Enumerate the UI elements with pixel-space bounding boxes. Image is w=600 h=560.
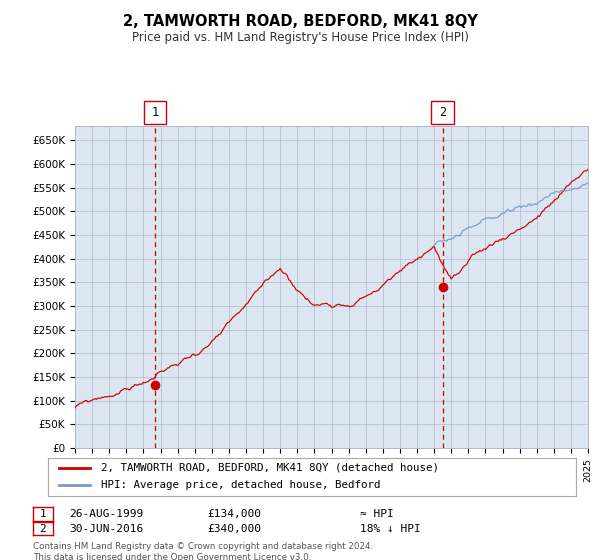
Text: 2, TAMWORTH ROAD, BEDFORD, MK41 8QY: 2, TAMWORTH ROAD, BEDFORD, MK41 8QY [122,14,478,29]
Text: HPI: Average price, detached house, Bedford: HPI: Average price, detached house, Bedf… [101,480,380,491]
Text: Contains HM Land Registry data © Crown copyright and database right 2024.
This d: Contains HM Land Registry data © Crown c… [33,542,373,560]
Text: 2: 2 [40,524,46,534]
Text: 1: 1 [40,509,46,519]
Text: 1: 1 [151,106,158,119]
FancyBboxPatch shape [143,101,166,124]
Text: £134,000: £134,000 [207,509,261,519]
Text: 30-JUN-2016: 30-JUN-2016 [69,524,143,534]
Text: ≈ HPI: ≈ HPI [360,509,394,519]
Text: 2: 2 [439,106,446,119]
Text: £340,000: £340,000 [207,524,261,534]
Text: Price paid vs. HM Land Registry's House Price Index (HPI): Price paid vs. HM Land Registry's House … [131,31,469,44]
Text: 26-AUG-1999: 26-AUG-1999 [69,509,143,519]
Text: 18% ↓ HPI: 18% ↓ HPI [360,524,421,534]
Text: 2, TAMWORTH ROAD, BEDFORD, MK41 8QY (detached house): 2, TAMWORTH ROAD, BEDFORD, MK41 8QY (det… [101,463,439,473]
FancyBboxPatch shape [431,101,454,124]
